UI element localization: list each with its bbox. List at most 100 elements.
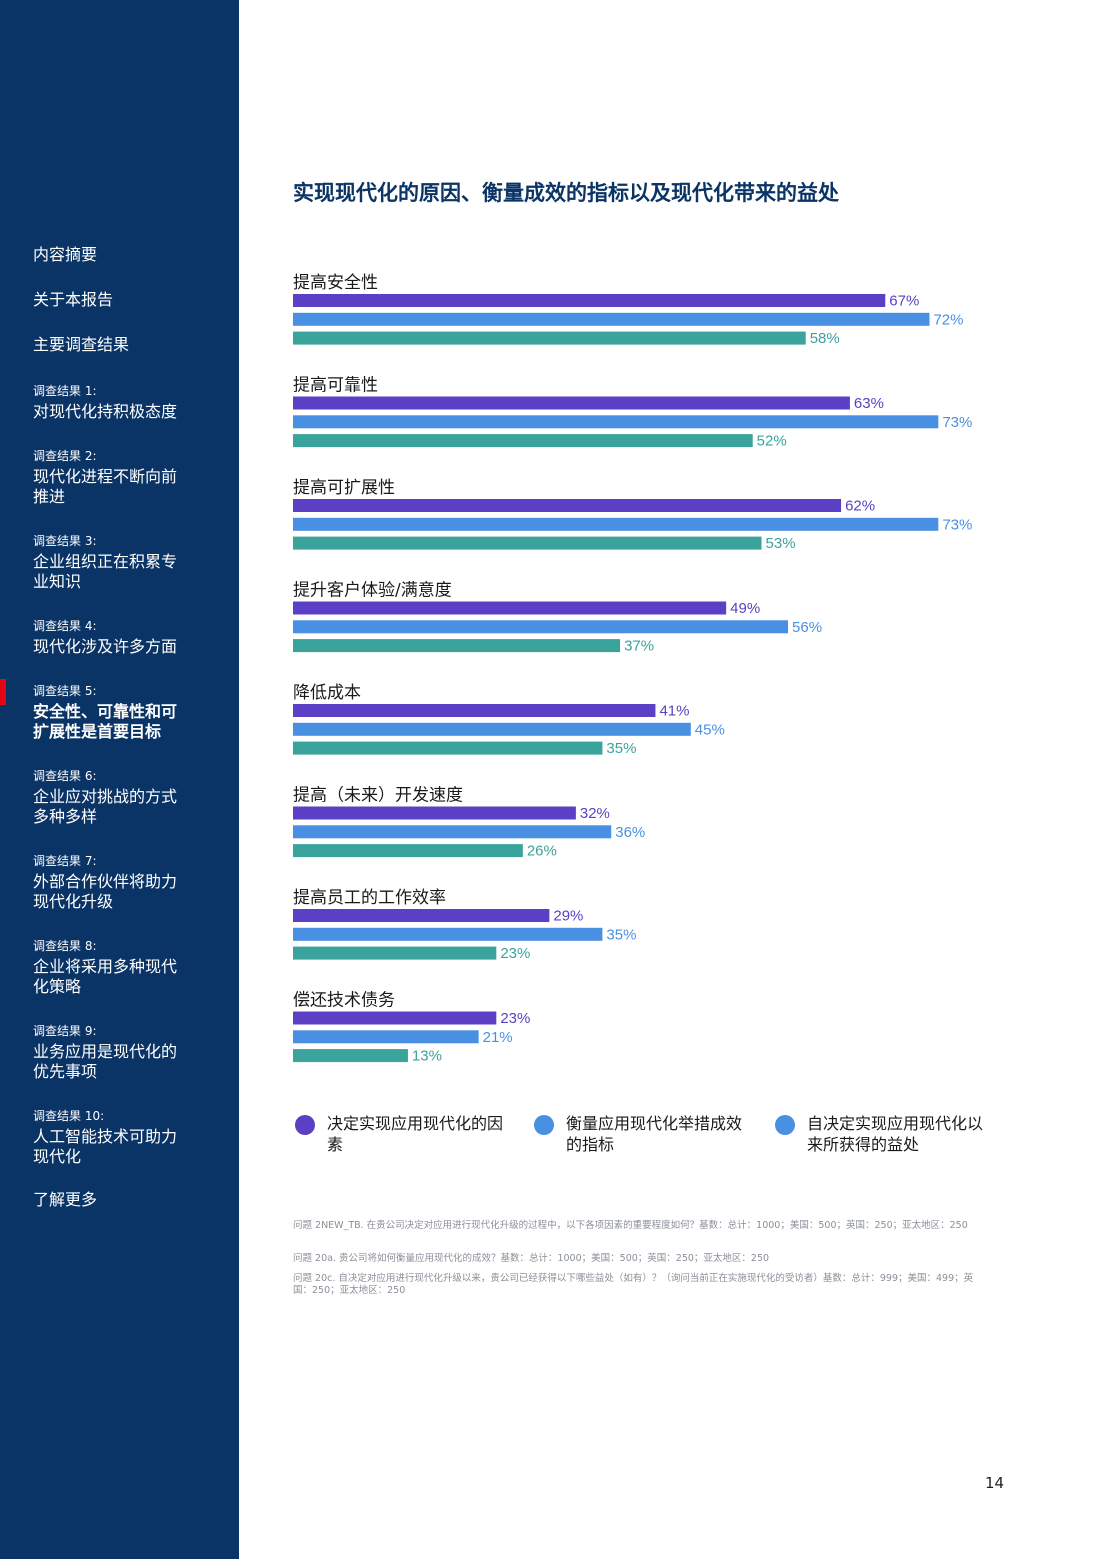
bar-series-3: [293, 741, 603, 755]
bar-value-label: 13%: [412, 1048, 442, 1065]
bar-value-label: 63%: [854, 395, 884, 412]
nav-title: 企业组织正在积累专业知识: [33, 552, 178, 591]
bar-series-2: [293, 927, 603, 941]
category-label: 偿还技术债务: [293, 991, 395, 1011]
bar-series-1: [293, 1011, 497, 1025]
legend-swatch: [295, 1115, 315, 1135]
bar-series-2: [293, 312, 930, 326]
nav-kicker: 调查结果 8:: [33, 939, 97, 953]
bar-series-3: [293, 434, 753, 448]
nav-item-summary[interactable]: 内容摘要: [33, 245, 98, 264]
bar-value-label: 32%: [580, 805, 610, 822]
bar-value-label: 41%: [659, 702, 689, 719]
nav-item-finding-8[interactable]: 调查结果 8: 企业将采用多种现代化策略: [33, 938, 188, 997]
nav-title: 业务应用是现代化的优先事项: [33, 1042, 178, 1081]
footnote-question-2new: 问题 2NEW_TB. 在贵公司决定对应用进行现代化升级的过程中，以下各项因素的…: [293, 1220, 968, 1231]
active-section-marker: [0, 679, 6, 705]
bar-series-2: [293, 517, 939, 531]
sidebar: 内容摘要 关于本报告 主要调查结果 调查结果 1: 对现代化持积极态度 调查结果…: [0, 0, 239, 1559]
nav-item-finding-7[interactable]: 调查结果 7: 外部合作伙伴将助力现代化升级: [33, 853, 188, 912]
bar-value-label: 49%: [730, 600, 760, 617]
nav-kicker: 调查结果 3:: [33, 534, 97, 548]
bar-series-3: [293, 331, 806, 345]
bar-value-label: 73%: [942, 516, 972, 533]
bar-value-label: 23%: [500, 1010, 530, 1027]
nav-title: 现代化涉及许多方面: [33, 637, 178, 656]
nav-kicker: 调查结果 6:: [33, 769, 97, 783]
category-label: 提高可扩展性: [293, 478, 395, 498]
category-label: 提升客户体验/满意度: [293, 581, 452, 601]
nav-kicker: 调查结果 5:: [33, 684, 97, 698]
bar-value-label: 72%: [933, 311, 963, 328]
nav-title: 企业应对挑战的方式多种多样: [33, 787, 178, 826]
bar-value-label: 23%: [500, 945, 530, 962]
legend-label: 自决定实现应用现代化以来所获得的益处: [807, 1114, 984, 1154]
bar-series-2: [293, 722, 691, 736]
bar-value-label: 52%: [757, 433, 787, 450]
footnote-question-20c: 问题 20c. 自决定对应用进行现代化升级以来，贵公司已经获得以下哪些益处（如有…: [293, 1273, 974, 1296]
nav-title: 外部合作伙伴将助力现代化升级: [33, 872, 178, 911]
chart-title: 实现现代化的原因、衡量成效的指标以及现代化带来的益处: [293, 181, 839, 205]
category-label: 提高安全性: [293, 273, 378, 293]
bar-value-label: 45%: [695, 721, 725, 738]
nav-item-finding-5[interactable]: 调查结果 5: 安全性、可靠性和可扩展性是首要目标: [33, 683, 188, 742]
nav-item-finding-2[interactable]: 调查结果 2: 现代化进程不断向前推进: [33, 448, 188, 507]
nav-kicker: 调查结果 7:: [33, 854, 97, 868]
bar-series-1: [293, 704, 656, 717]
nav-kicker: 调查结果 2:: [33, 449, 97, 463]
legend-swatch: [534, 1115, 554, 1135]
bar-series-1: [293, 294, 886, 307]
bar-value-label: 62%: [845, 497, 875, 514]
bar-series-1: [293, 909, 550, 922]
nav-item-finding-3[interactable]: 调查结果 3: 企业组织正在积累专业知识: [33, 533, 188, 592]
legend-swatch: [775, 1115, 795, 1135]
bar-series-1: [293, 396, 850, 410]
bar-value-label: 56%: [792, 619, 822, 636]
category-label: 提高员工的工作效率: [293, 888, 446, 908]
nav-title: 现代化进程不断向前推进: [33, 467, 178, 506]
nav-item-finding-4[interactable]: 调查结果 4: 现代化涉及许多方面: [33, 618, 233, 657]
bar-series-2: [293, 1030, 479, 1044]
bar-value-label: 36%: [615, 824, 645, 841]
nav-item-learn-more[interactable]: 了解更多: [33, 1190, 98, 1209]
bar-value-label: 58%: [810, 330, 840, 347]
bar-chart: 提高安全性 67% 72% 58% 提高可靠性 63% 73% 52% 提高可扩展性 62% 73%…: [293, 273, 972, 1065]
page-number: 14: [985, 1474, 1005, 1492]
bar-series-3: [293, 536, 762, 550]
nav-item-finding-10[interactable]: 调查结果 10: 人工智能技术可助力现代化: [33, 1108, 188, 1167]
nav-kicker: 调查结果 4:: [33, 619, 97, 633]
bar-value-label: 35%: [606, 740, 636, 757]
legend-label: 衡量应用现代化举措成效的指标: [566, 1114, 743, 1154]
bar-series-1: [293, 806, 576, 820]
bar-series-3: [293, 639, 621, 653]
bar-series-2: [293, 620, 789, 634]
nav-item-key-findings[interactable]: 主要调查结果: [33, 335, 130, 354]
nav-title: 人工智能技术可助力现代化: [33, 1127, 178, 1166]
legend-label: 决定实现应用现代化的因素: [327, 1114, 504, 1154]
category-label: 提高（未来）开发速度: [293, 786, 463, 806]
bar-value-label: 29%: [553, 907, 583, 924]
nav-item-finding-1[interactable]: 调查结果 1: 对现代化持积极态度: [33, 383, 233, 422]
bar-series-3: [293, 844, 523, 858]
bar-value-label: 35%: [606, 926, 636, 943]
footnote-question-20a: 问题 20a. 贵公司将如何衡量应用现代化的成效？基数：总计：1000；美国：5…: [293, 1253, 770, 1264]
bar-series-1: [293, 601, 727, 615]
bar-value-label: 53%: [766, 535, 796, 552]
nav-item-finding-9[interactable]: 调查结果 9: 业务应用是现代化的优先事项: [33, 1023, 188, 1082]
bar-series-3: [293, 1049, 408, 1063]
nav-kicker: 调查结果 10:: [33, 1109, 105, 1123]
category-label: 降低成本: [293, 683, 361, 703]
nav-title: 对现代化持积极态度: [33, 402, 178, 421]
bar-value-label: 26%: [527, 843, 557, 860]
nav-item-finding-6[interactable]: 调查结果 6: 企业应对挑战的方式多种多样: [33, 768, 188, 827]
nav-title: 企业将采用多种现代化策略: [33, 957, 178, 996]
bar-series-1: [293, 499, 842, 512]
nav-kicker: 调查结果 1:: [33, 384, 97, 398]
bar-value-label: 73%: [942, 414, 972, 431]
bar-value-label: 37%: [624, 638, 654, 655]
nav-item-about-report[interactable]: 关于本报告: [33, 290, 114, 309]
nav-title: 安全性、可靠性和可扩展性是首要目标: [33, 702, 178, 741]
category-label: 提高可靠性: [293, 376, 378, 396]
bar-series-3: [293, 946, 497, 960]
bar-series-2: [293, 825, 612, 839]
